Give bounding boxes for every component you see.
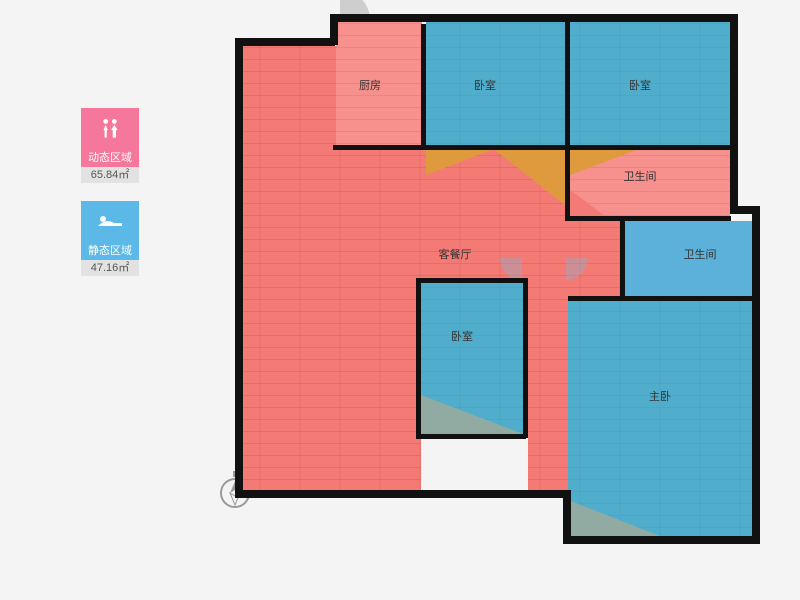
room-label-master: 主卧 [649,390,671,403]
wall [565,216,731,221]
room-label-wc2: 卫生间 [684,247,717,261]
wall [563,536,760,544]
room-label-living: 客餐厅 [439,247,472,261]
room-label-bed1: 卧室 [474,78,496,92]
wall [416,278,421,438]
wall [620,220,625,300]
wall [730,14,738,214]
wall [568,296,754,301]
wall [565,150,570,220]
wall [565,145,732,150]
wall [235,38,243,494]
room-label-wc1: 卫生间 [624,169,657,183]
wall [333,145,426,150]
wall [422,145,568,150]
wall [235,490,571,498]
room-label-kitchen: 厨房 [359,79,381,92]
wall [330,14,738,22]
wall [235,38,335,46]
wall [523,278,528,438]
wall [416,434,526,439]
floorplan-canvas: 动态区域 65.84㎡ 静态区域 47.16㎡ [0,0,800,600]
wall [421,24,426,150]
floorplan-svg: 客餐厅厨房卧室卧室卫生间卫生间卧室主卧 [0,0,800,600]
room-label-bed3: 卧室 [451,329,473,343]
wall [416,278,526,283]
wall [752,206,760,542]
room-label-bed2: 卧室 [629,78,651,92]
wall [565,22,570,150]
